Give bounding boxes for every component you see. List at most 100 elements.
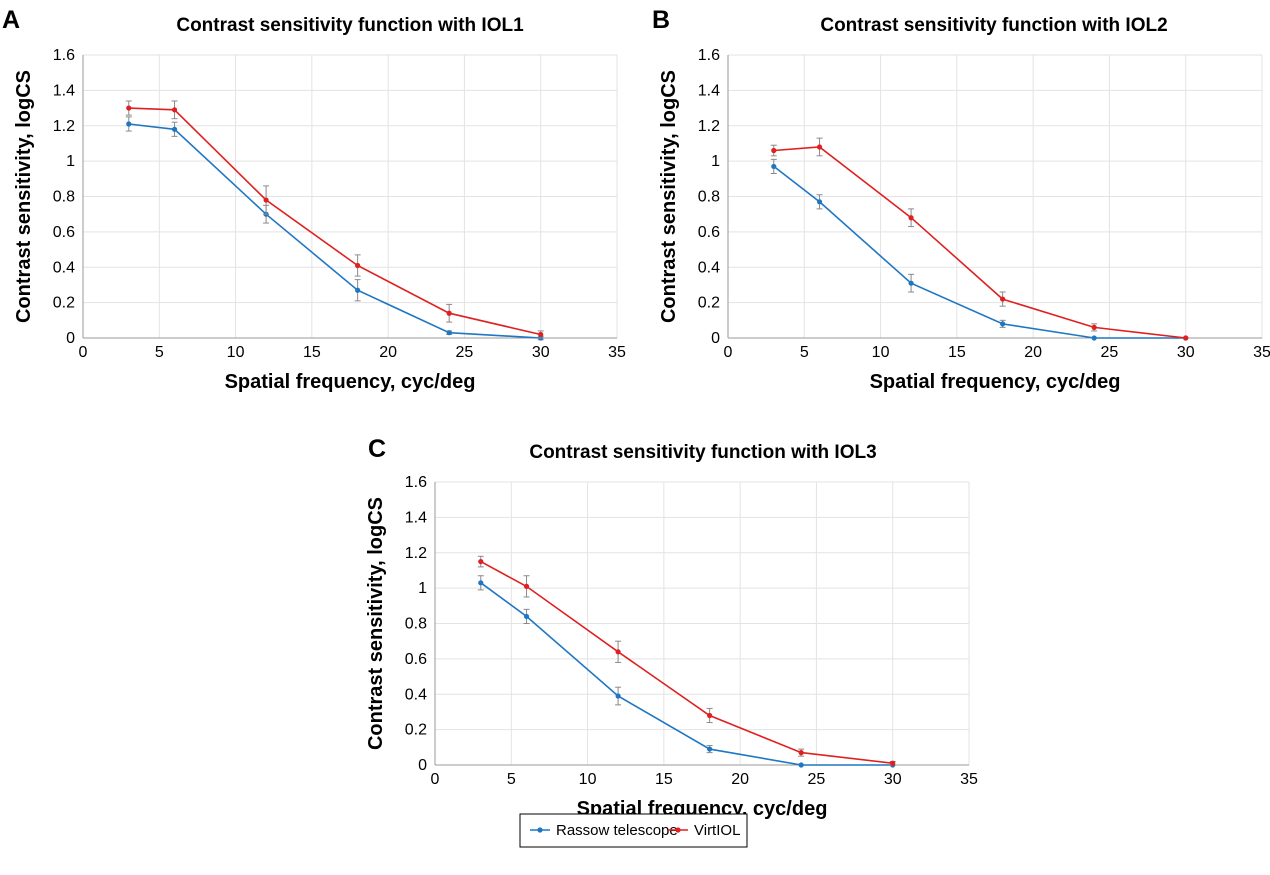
x-tick-label: 15	[948, 344, 966, 361]
data-point	[615, 693, 621, 699]
data-point	[446, 330, 452, 336]
series-rassow-telescope	[770, 158, 1189, 341]
data-point	[446, 310, 452, 316]
x-tick-label: 5	[800, 344, 809, 361]
chart-panel-b: 0 0.2 0.4 0.6 0.8 1 1.2 1.4 1.6 0 5 10 15 20 25 30 35 B Co…	[652, 6, 1270, 393]
y-tick-label: 0.4	[53, 259, 75, 276]
y-tick-label: 0	[711, 330, 720, 347]
y-axis-title: Contrast sensitivity, logCS	[658, 70, 680, 323]
y-tick-label: 1.6	[53, 47, 75, 64]
data-point	[126, 121, 132, 127]
y-tick-label: 1.6	[698, 47, 720, 64]
series-virtiol	[770, 137, 1189, 341]
chart-title: Contrast sensitivity function with IOL1	[176, 15, 524, 36]
data-point	[798, 762, 804, 768]
y-tick-label: 0.8	[53, 189, 75, 206]
x-tick-label: 35	[1253, 344, 1270, 361]
data-point	[816, 199, 823, 205]
x-tick-label: 30	[532, 344, 550, 361]
data-point	[478, 580, 484, 586]
data-point	[908, 215, 914, 221]
x-tick-label: 35	[608, 344, 626, 361]
y-tick-label: 0.4	[405, 686, 427, 703]
data-point	[798, 750, 804, 756]
y-tick-label: 0.6	[53, 224, 75, 241]
series-line	[773, 165, 1186, 339]
legend-entry: Rassow telescope	[530, 822, 678, 839]
series-line	[480, 560, 893, 764]
data-point	[1000, 321, 1006, 327]
panel-label: B	[652, 6, 670, 34]
data-point	[171, 126, 178, 132]
x-tick-label: 10	[579, 771, 597, 788]
x-tick-label: 20	[1024, 344, 1042, 361]
series-line	[128, 107, 541, 336]
x-tick-label: 10	[227, 344, 245, 361]
data-point	[171, 107, 178, 113]
y-tick-label: 0.2	[405, 722, 427, 739]
y-tick-label: 1.2	[53, 118, 75, 135]
x-tick-label: 20	[379, 344, 397, 361]
y-tick-label: 0.2	[53, 295, 75, 312]
data-point	[355, 287, 361, 293]
series-virtiol	[125, 100, 544, 339]
y-tick-label: 1.4	[53, 82, 75, 99]
x-tick-label: 0	[431, 771, 440, 788]
data-point	[1091, 324, 1097, 330]
data-point	[523, 583, 530, 589]
series-rassow-telescope	[125, 116, 544, 341]
data-point	[615, 649, 621, 655]
y-tick-label: 0.8	[698, 189, 720, 206]
data-point	[890, 760, 896, 766]
y-tick-label: 0.6	[405, 651, 427, 668]
data-point	[478, 558, 484, 565]
legend: Rassow telescope VirtIOL	[519, 813, 748, 848]
data-point	[538, 331, 544, 338]
data-point	[771, 163, 777, 170]
x-tick-label: 0	[79, 344, 88, 361]
data-point	[523, 613, 530, 620]
chart-panel-a: 0 0.2 0.4 0.6 0.8 1 1.2 1.4 1.6 0 5 10 15 20 25 30 35 A Co…	[2, 6, 626, 393]
y-tick-label: 1.2	[405, 545, 427, 562]
data-point	[908, 280, 914, 286]
y-tick-label: 1.4	[405, 509, 427, 526]
legend-label: Rassow telescope	[556, 822, 678, 839]
x-tick-label: 5	[507, 771, 516, 788]
y-tick-label: 0.2	[698, 295, 720, 312]
x-tick-label: 25	[456, 344, 474, 361]
x-tick-label: 30	[884, 771, 902, 788]
x-tick-label: 25	[1101, 344, 1119, 361]
series-rassow-telescope	[477, 575, 896, 768]
legend-label: VirtIOL	[694, 822, 740, 839]
data-point	[816, 144, 823, 150]
data-point	[1091, 335, 1097, 341]
x-tick-label: 5	[155, 344, 164, 361]
y-tick-label: 1.4	[698, 82, 720, 99]
y-tick-label: 1	[418, 580, 427, 597]
panel-label: C	[368, 435, 386, 463]
y-tick-label: 0	[66, 330, 75, 347]
x-tick-label: 30	[1177, 344, 1195, 361]
x-tick-label: 10	[872, 344, 890, 361]
data-point	[1000, 296, 1006, 302]
data-point	[355, 262, 361, 269]
y-tick-label: 1.2	[698, 118, 720, 135]
data-point	[1183, 335, 1189, 341]
y-tick-label: 0.6	[698, 224, 720, 241]
data-point	[707, 746, 713, 752]
series-line	[480, 582, 893, 766]
y-axis-title: Contrast sensitivity, logCS	[365, 497, 387, 750]
series-virtiol	[477, 555, 896, 766]
x-axis-title: Spatial frequency, cyc/deg	[225, 371, 476, 393]
panel-label: A	[2, 6, 20, 34]
legend-box	[519, 813, 748, 848]
y-tick-label: 0.8	[405, 616, 427, 633]
chart-panel-c: 0 0.2 0.4 0.6 0.8 1 1.2 1.4 1.6 0 5 10 15 20 25 30 35 C Co…	[365, 435, 978, 820]
y-tick-label: 1	[711, 153, 720, 170]
chart-title: Contrast sensitivity function with IOL3	[529, 442, 876, 463]
chart-title: Contrast sensitivity function with IOL2	[820, 15, 1167, 36]
legend-entry: VirtIOL	[668, 822, 740, 839]
x-tick-label: 0	[724, 344, 733, 361]
data-point	[707, 712, 713, 719]
data-point	[263, 197, 269, 203]
